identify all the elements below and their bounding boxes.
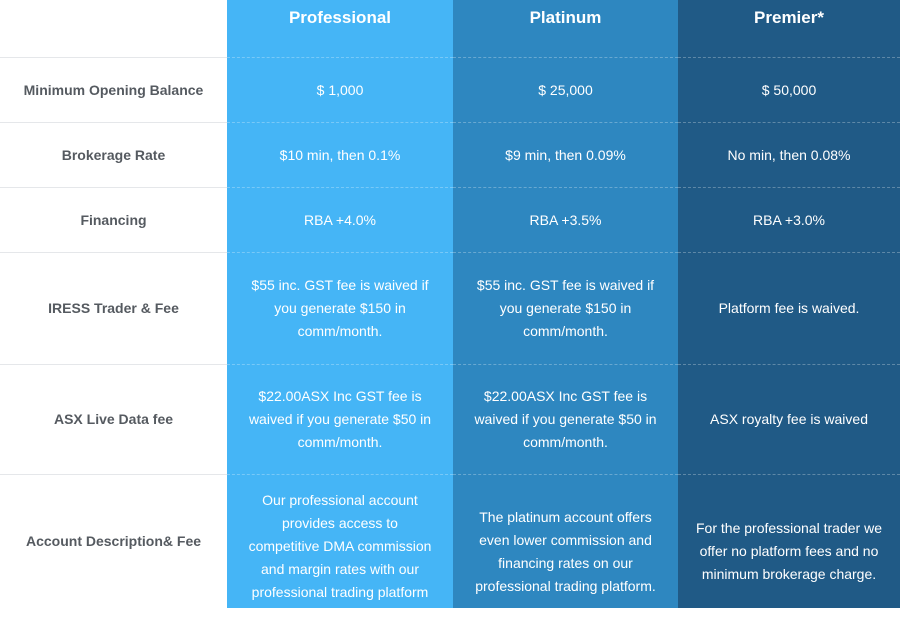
cell-premier-asx-fee: ASX royalty fee is waived xyxy=(678,364,900,474)
cell-platinum-iress-fee: $55 inc. GST fee is waived if you genera… xyxy=(453,252,678,364)
cell-premier-iress-fee: Platform fee is waived. xyxy=(678,252,900,364)
column-header-professional: Professional xyxy=(227,0,453,57)
cell-platinum-minimum-balance: $ 25,000 xyxy=(453,57,678,122)
row-label-asx-live-data-fee: ASX Live Data fee xyxy=(0,364,227,474)
column-header-premier: Premier* xyxy=(678,0,900,57)
row-label-account-description: Account Description& Fee xyxy=(0,474,227,608)
row-label-financing: Financing xyxy=(0,187,227,252)
cell-platinum-brokerage-rate: $9 min, then 0.09% xyxy=(453,122,678,187)
cell-professional-iress-fee: $55 inc. GST fee is waived if you genera… xyxy=(227,252,453,364)
account-comparison-table: Professional Platinum Premier* Minimum O… xyxy=(0,0,900,608)
cell-platinum-financing: RBA +3.5% xyxy=(453,187,678,252)
row-label-minimum-opening-balance: Minimum Opening Balance xyxy=(0,57,227,122)
header-corner xyxy=(0,0,227,57)
cell-premier-brokerage-rate: No min, then 0.08% xyxy=(678,122,900,187)
row-label-brokerage-rate: Brokerage Rate xyxy=(0,122,227,187)
cell-professional-description: Our professional account provides access… xyxy=(227,474,453,623)
cell-professional-asx-fee: $22.00ASX Inc GST fee is waived if you g… xyxy=(227,364,453,474)
cell-premier-description: For the professional trader we offer no … xyxy=(678,474,900,608)
cell-platinum-description: The platinum account offers even lower c… xyxy=(453,474,678,608)
cell-premier-minimum-balance: $ 50,000 xyxy=(678,57,900,122)
cell-professional-brokerage-rate: $10 min, then 0.1% xyxy=(227,122,453,187)
cell-premier-financing: RBA +3.0% xyxy=(678,187,900,252)
cell-professional-financing: RBA +4.0% xyxy=(227,187,453,252)
cell-professional-minimum-balance: $ 1,000 xyxy=(227,57,453,122)
column-header-platinum: Platinum xyxy=(453,0,678,57)
cell-platinum-asx-fee: $22.00ASX Inc GST fee is waived if you g… xyxy=(453,364,678,474)
row-label-iress-trader-fee: IRESS Trader & Fee xyxy=(0,252,227,364)
